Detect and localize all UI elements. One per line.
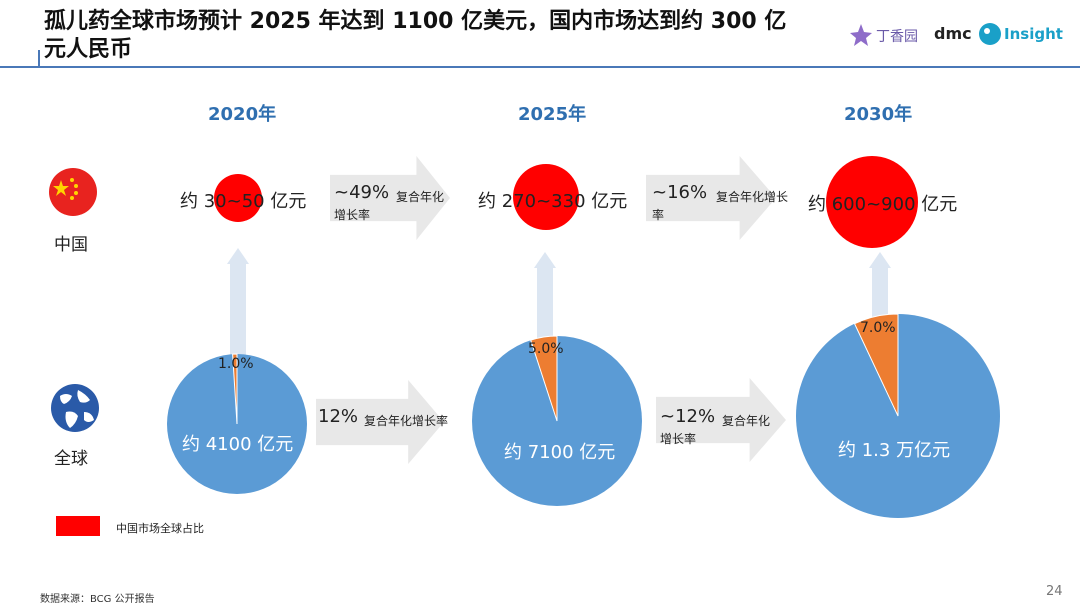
china-growth-text2-1: 增长率 [334,208,371,222]
global-growth-rate-2: ~12% [660,406,716,427]
year-label-2030: 2030年 [844,104,913,125]
insight-logo-text: Insight [1004,25,1063,43]
global-market-label-2030: 约 1.3 万亿元 [838,440,951,461]
china-share-slice-2025年 [530,335,558,422]
china-growth-arrow-1 [330,156,450,240]
vertical-arrow-2030 [869,252,891,318]
legend-label: 中国市场全球占比 [116,522,204,535]
china-market-circle-2025年 [513,164,579,230]
title-divider [0,66,1080,68]
china-market-label-2025: 约 270~330 亿元 [478,191,628,212]
global-growth-text-1: 复合年化增长率 [364,414,449,428]
global-growth-text-2: 复合年化 [722,414,771,428]
dxy-logo-text: 丁香园 [876,29,918,45]
vertical-arrow-2020 [227,248,249,360]
china-growth-text-1: 复合年化 [396,190,445,204]
china-share-label-2020: 1.0% [218,356,254,372]
title-divider-tick [38,50,40,68]
china-growth-arrow-2 [646,156,776,240]
page-title: 孤儿药全球市场预计 2025 年达到 1100 亿美元，国内市场达到约 300 … [44,9,787,62]
global-growth-rate-1: 12% [318,406,359,427]
global-pies [167,313,1000,518]
insight-logo-icon [979,23,1001,45]
china-share-label-2030: 7.0% [860,320,896,336]
global-market-label-2025: 约 7100 亿元 [504,442,616,463]
year-label-2020: 2020年 [208,104,277,125]
china-share-slice-2030年 [853,313,899,417]
row-label-global: 全球 [54,449,88,469]
china-market-circle-2020年 [214,174,262,222]
china-market-label-2030: 约 600~900 亿元 [808,194,958,215]
china-growth-text2-2: 率 [652,208,665,222]
globe-icon [51,384,99,432]
growth-arrows [316,156,786,464]
china-circles [214,156,918,248]
source-note: 数据来源：BCG 公开报告 [40,594,155,605]
china-market-label-2020: 约 30~50 亿元 [180,191,307,212]
row-label-china: 中国 [54,235,88,255]
global-growth-arrow-2 [656,378,786,462]
year-label-2025: 2025年 [518,104,587,125]
china-growth-rate-1: ~49% [334,182,390,203]
global-market-label-2020: 约 4100 亿元 [182,434,294,455]
legend-swatch [56,516,100,536]
china-share-slice-2020年 [232,353,238,425]
china-share-label-2025: 5.0% [528,341,564,357]
page-number: 24 [1046,584,1063,599]
global-growth-text2-2: 增长率 [660,432,697,446]
china-growth-text-2: 复合年化增长 [716,190,789,204]
dmc-logo-text: dmc [934,24,972,43]
vertical-arrow-2025 [534,252,556,340]
china-market-circle-2030年 [826,156,918,248]
vertical-arrows [227,248,891,360]
china-flag-icon [49,168,97,216]
global-growth-arrow-1 [316,380,444,464]
china-growth-rate-2: ~16% [652,182,708,203]
dxy-logo-icon [850,24,872,46]
